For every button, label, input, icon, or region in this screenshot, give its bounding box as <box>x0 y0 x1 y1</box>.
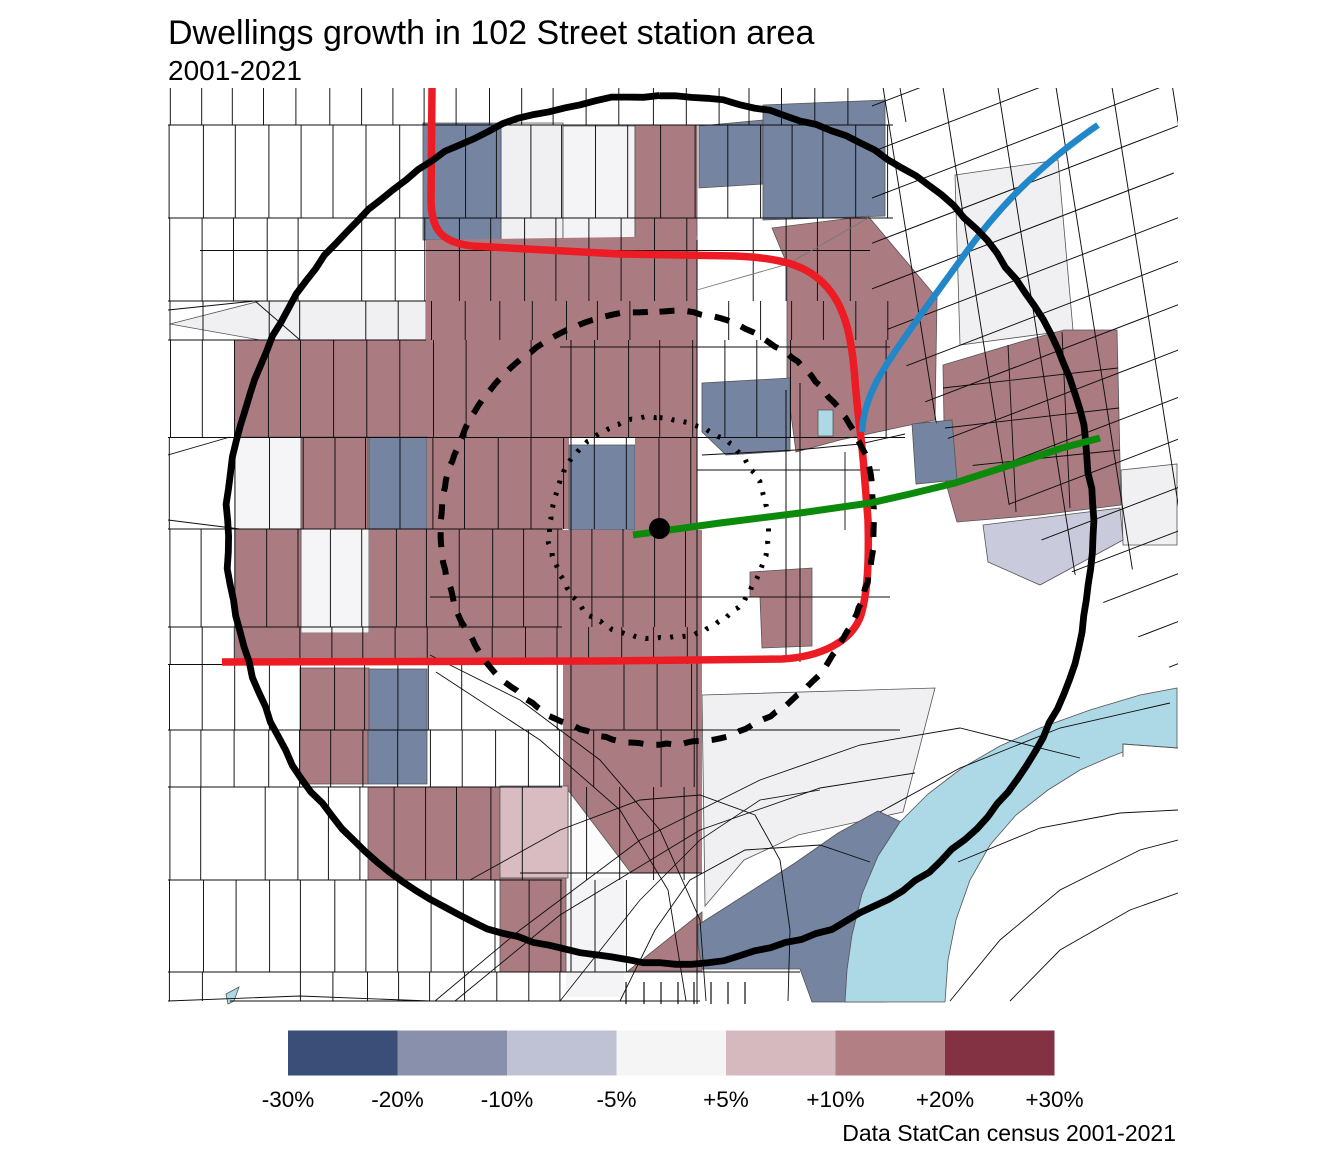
svg-text:+20%: +20% <box>916 1087 974 1112</box>
svg-text:Dwellings growth in 102 Street: Dwellings growth in 102 Street station a… <box>168 14 814 52</box>
svg-text:-20%: -20% <box>371 1087 424 1112</box>
svg-text:2001-2021: 2001-2021 <box>168 55 302 86</box>
svg-text:-10%: -10% <box>481 1087 534 1112</box>
svg-text:+10%: +10% <box>806 1087 864 1112</box>
svg-text:-5%: -5% <box>596 1087 636 1112</box>
svg-text:-30%: -30% <box>262 1087 315 1112</box>
svg-text:+5%: +5% <box>703 1087 749 1112</box>
svg-text:+30%: +30% <box>1025 1087 1083 1112</box>
svg-text:Data StatCan census 2001-2021: Data StatCan census 2001-2021 <box>842 1120 1176 1146</box>
